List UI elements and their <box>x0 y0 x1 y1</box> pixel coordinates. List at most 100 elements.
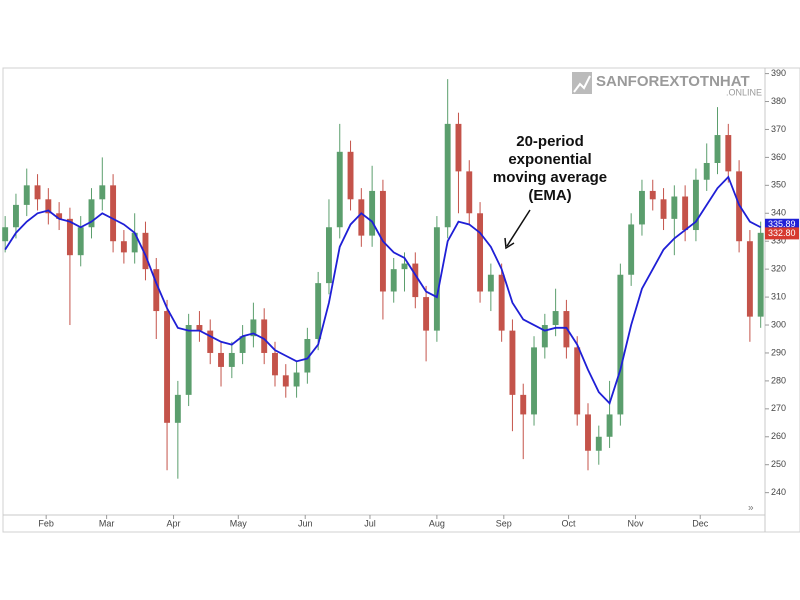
candle-body <box>509 330 516 395</box>
y-tick-label: 340 <box>771 208 786 218</box>
candle-body <box>423 297 430 331</box>
candle-body <box>66 218 73 256</box>
candle-body <box>412 263 419 298</box>
annotation: moving average <box>493 169 607 186</box>
candle-body <box>207 330 214 353</box>
candle-body <box>649 190 656 200</box>
y-tick-label: 270 <box>771 403 786 413</box>
price-label-box <box>765 227 799 240</box>
candle-body <box>185 325 192 395</box>
y-tick-label: 240 <box>771 487 786 497</box>
y-tick-label: 370 <box>771 124 786 134</box>
candle-body <box>574 347 581 415</box>
candle-body <box>628 224 635 275</box>
candle-body <box>99 185 106 200</box>
candle-body <box>498 274 505 331</box>
x-tick-label: Sep <box>496 518 512 528</box>
watermark-suffix: .ONLINE <box>726 87 762 97</box>
candle-body <box>228 352 235 367</box>
candle-body <box>23 185 30 205</box>
x-tick-label: Dec <box>692 518 709 528</box>
candle-body <box>585 414 591 451</box>
x-tick-label: Feb <box>38 518 54 528</box>
chart-frame <box>2 67 800 533</box>
candle-body <box>326 227 332 284</box>
price-label: 335.89 <box>768 219 796 229</box>
y-tick-label: 350 <box>771 180 786 190</box>
scroll-icon[interactable]: » <box>748 503 754 514</box>
price-label: 332.80 <box>768 228 796 238</box>
y-tick-label: 320 <box>771 264 786 274</box>
candle-body <box>541 325 548 348</box>
candle-body <box>2 227 9 242</box>
y-tick-label: 250 <box>771 459 786 469</box>
x-tick-label: Mar <box>99 518 115 528</box>
candle-body <box>617 274 624 415</box>
annotation: (EMA) <box>528 187 571 204</box>
candle-body <box>88 199 95 228</box>
candle-body <box>358 199 365 236</box>
candle-body <box>703 162 710 180</box>
candle-body <box>692 179 699 231</box>
ema-line <box>4 175 762 405</box>
candle-body <box>56 213 63 219</box>
y-tick-label: 290 <box>771 347 786 357</box>
candle-body <box>282 375 289 387</box>
candle-body <box>714 135 721 163</box>
candle-body <box>120 241 127 253</box>
candle-body <box>142 232 149 270</box>
candle-body <box>606 414 613 437</box>
y-tick-label: 390 <box>771 68 786 78</box>
x-tick-label: Nov <box>627 518 644 528</box>
y-tick-label: 360 <box>771 152 786 162</box>
candle-body <box>250 319 257 337</box>
candle-body <box>315 283 322 339</box>
candle-body <box>746 241 753 317</box>
watermark: SANFOREXTOTNHAT <box>596 73 750 90</box>
annotation: exponential <box>508 151 591 168</box>
candle-body <box>520 394 527 415</box>
watermark-logo <box>572 72 592 94</box>
candle-body <box>552 311 559 326</box>
candle-body <box>639 190 645 225</box>
annotation-arrowhead <box>504 237 515 250</box>
candle-body <box>401 263 408 270</box>
y-tick-label: 310 <box>771 291 786 301</box>
candle-body <box>444 123 451 228</box>
candle-body <box>218 352 224 367</box>
x-tick-label: Jul <box>364 518 376 528</box>
candle-body <box>272 352 278 376</box>
x-tick-label: Aug <box>429 518 445 528</box>
candle-body <box>487 274 494 292</box>
x-tick-label: Oct <box>562 518 577 528</box>
candle-body <box>660 199 667 219</box>
y-tick-label: 260 <box>771 431 786 441</box>
candle-body <box>671 196 678 219</box>
x-tick-label: Jun <box>298 518 313 528</box>
candle-body <box>455 123 462 172</box>
candle-body <box>34 185 41 200</box>
candle-body <box>477 213 484 292</box>
candle-body <box>239 336 246 353</box>
candle-body <box>433 227 440 331</box>
x-tick-label: Apr <box>167 518 181 528</box>
candle-body <box>369 190 376 236</box>
candle-body <box>466 171 473 214</box>
candle-body <box>196 325 203 331</box>
y-tick-label: 280 <box>771 375 786 385</box>
candle-body <box>45 199 52 214</box>
candle-body <box>336 151 343 228</box>
y-tick-label: 300 <box>771 319 786 329</box>
candle-body <box>682 196 689 231</box>
y-tick-label: 380 <box>771 96 786 106</box>
candle-body <box>304 338 311 373</box>
candle-body <box>164 311 171 423</box>
x-tick-label: May <box>230 518 248 528</box>
candle-body <box>347 151 354 200</box>
candle-body <box>725 135 732 172</box>
candle-body <box>757 232 764 317</box>
candle-body <box>261 319 268 353</box>
candle-body <box>110 185 117 242</box>
annotation: 20-period <box>516 133 584 150</box>
